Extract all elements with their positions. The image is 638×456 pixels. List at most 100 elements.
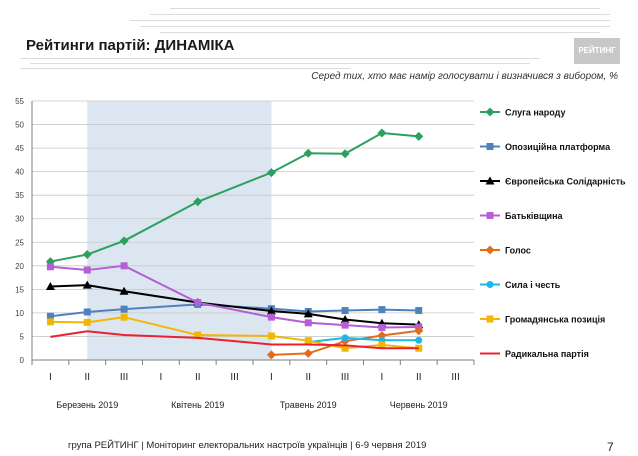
- data-point-triangle: [340, 315, 350, 324]
- x-tick-label: II: [84, 372, 90, 383]
- y-tick-label: 35: [15, 191, 24, 200]
- x-tick-label: III: [341, 372, 349, 383]
- data-point-circle: [486, 281, 494, 288]
- data-point-square: [378, 341, 386, 349]
- data-point-square: [267, 332, 275, 340]
- data-point-diamond: [266, 350, 276, 360]
- data-point-diamond: [485, 245, 495, 255]
- legend-label: Радикальна партія: [505, 349, 589, 359]
- data-point-square: [83, 318, 91, 326]
- data-point-square: [304, 319, 312, 327]
- series-Голос: [266, 326, 424, 360]
- data-point-diamond: [303, 148, 313, 158]
- legend-entry: Радикальна партія: [480, 349, 589, 359]
- header-decor-line: [20, 58, 540, 59]
- y-tick-label: 10: [15, 309, 24, 318]
- data-point-diamond: [45, 257, 55, 267]
- slide-title: Рейтинги партій: ДИНАМІКА: [26, 37, 235, 54]
- data-point-square: [194, 331, 202, 339]
- header-decor-line: [170, 8, 600, 9]
- data-point-diamond: [377, 128, 387, 138]
- month-label: Квітень 2019: [171, 400, 224, 410]
- data-point-circle: [415, 336, 423, 344]
- data-point-square: [341, 321, 349, 329]
- legend-label: Опозиційна платформа: [505, 142, 611, 152]
- data-point-square: [194, 299, 202, 307]
- y-tick-label: 30: [15, 215, 24, 224]
- data-point-diamond: [340, 149, 350, 159]
- data-point-square: [304, 337, 312, 345]
- data-point-diamond: [119, 236, 129, 246]
- x-tick-label: II: [195, 372, 201, 383]
- y-tick-label: 5: [20, 332, 25, 341]
- legend-entry: Сила і честь: [480, 280, 561, 290]
- data-point-square: [46, 318, 54, 326]
- data-point-diamond: [303, 348, 313, 358]
- legend-label: Голос: [505, 246, 531, 256]
- legend-entry: Європейська Солідарність: [480, 176, 626, 187]
- legend-entry: Голос: [480, 245, 531, 256]
- y-tick-label: 40: [15, 168, 24, 177]
- x-tick-label: I: [270, 372, 273, 383]
- x-tick-label: II: [416, 372, 422, 383]
- data-point-square: [341, 344, 349, 352]
- month-label: Травень 2019: [280, 400, 337, 410]
- series-Радикальна партія: [50, 330, 419, 350]
- data-point-triangle: [485, 176, 495, 185]
- slide-header: Рейтинги партій: ДИНАМІКА РЕЙТИНГ Серед …: [0, 0, 638, 88]
- data-point-square: [120, 305, 128, 313]
- data-point-square: [486, 212, 494, 219]
- legend-entry: Батьківщина: [480, 211, 564, 221]
- x-tick-label: I: [381, 372, 384, 383]
- data-point-triangle: [45, 282, 55, 291]
- month-label: Березень 2019: [56, 400, 118, 410]
- legend-entry: Слуга народу: [480, 107, 566, 118]
- data-point-triangle: [119, 286, 129, 295]
- y-tick-label: 25: [15, 238, 24, 247]
- header-decor-line: [130, 20, 610, 21]
- data-point-square: [83, 308, 91, 316]
- series-line: [50, 330, 419, 350]
- legend-label: Громадянська позиція: [505, 315, 605, 325]
- data-point-diamond: [193, 197, 203, 207]
- series-Європейська Солідарність: [45, 280, 424, 329]
- data-point-square: [378, 324, 386, 332]
- legend-label: Слуга народу: [505, 108, 566, 118]
- x-tick-label: III: [120, 372, 128, 383]
- data-point-triangle: [82, 280, 92, 289]
- data-point-diamond: [414, 326, 424, 336]
- data-point-triangle: [266, 306, 276, 315]
- data-point-square: [486, 315, 494, 323]
- x-tick-label: II: [305, 372, 311, 383]
- legend-label: Батьківщина: [505, 211, 564, 221]
- data-point-square: [46, 312, 54, 320]
- data-point-square: [120, 313, 128, 321]
- page-number: 7: [607, 440, 614, 454]
- header-decor-line: [140, 26, 610, 27]
- y-tick-label: 50: [15, 121, 24, 130]
- data-point-circle: [341, 334, 349, 342]
- x-tick-label: III: [451, 372, 459, 383]
- chart-subtitle: Серед тих, хто має намір голосувати і ви…: [311, 71, 618, 82]
- data-point-diamond: [82, 250, 92, 260]
- data-point-square: [341, 307, 349, 315]
- month-label: Червень 2019: [390, 400, 448, 410]
- footer-text: група РЕЙТИНГ | Моніторинг електоральних…: [68, 440, 427, 451]
- y-tick-label: 0: [20, 356, 25, 365]
- x-tick-label: I: [160, 372, 163, 383]
- data-point-square: [83, 266, 91, 274]
- data-point-square: [46, 263, 54, 271]
- y-tick-label: 45: [15, 144, 24, 153]
- header-decor-line: [160, 32, 600, 33]
- series-line: [308, 336, 419, 344]
- series-Слуга народу: [45, 128, 424, 267]
- plot-band: [87, 101, 272, 360]
- header-decor-line: [20, 68, 350, 69]
- header-decor-line: [30, 63, 530, 64]
- x-tick-label: I: [49, 372, 52, 383]
- y-tick-label: 55: [15, 97, 24, 106]
- data-point-square: [378, 306, 386, 314]
- data-point-diamond: [414, 131, 424, 141]
- y-tick-label: 20: [15, 262, 24, 271]
